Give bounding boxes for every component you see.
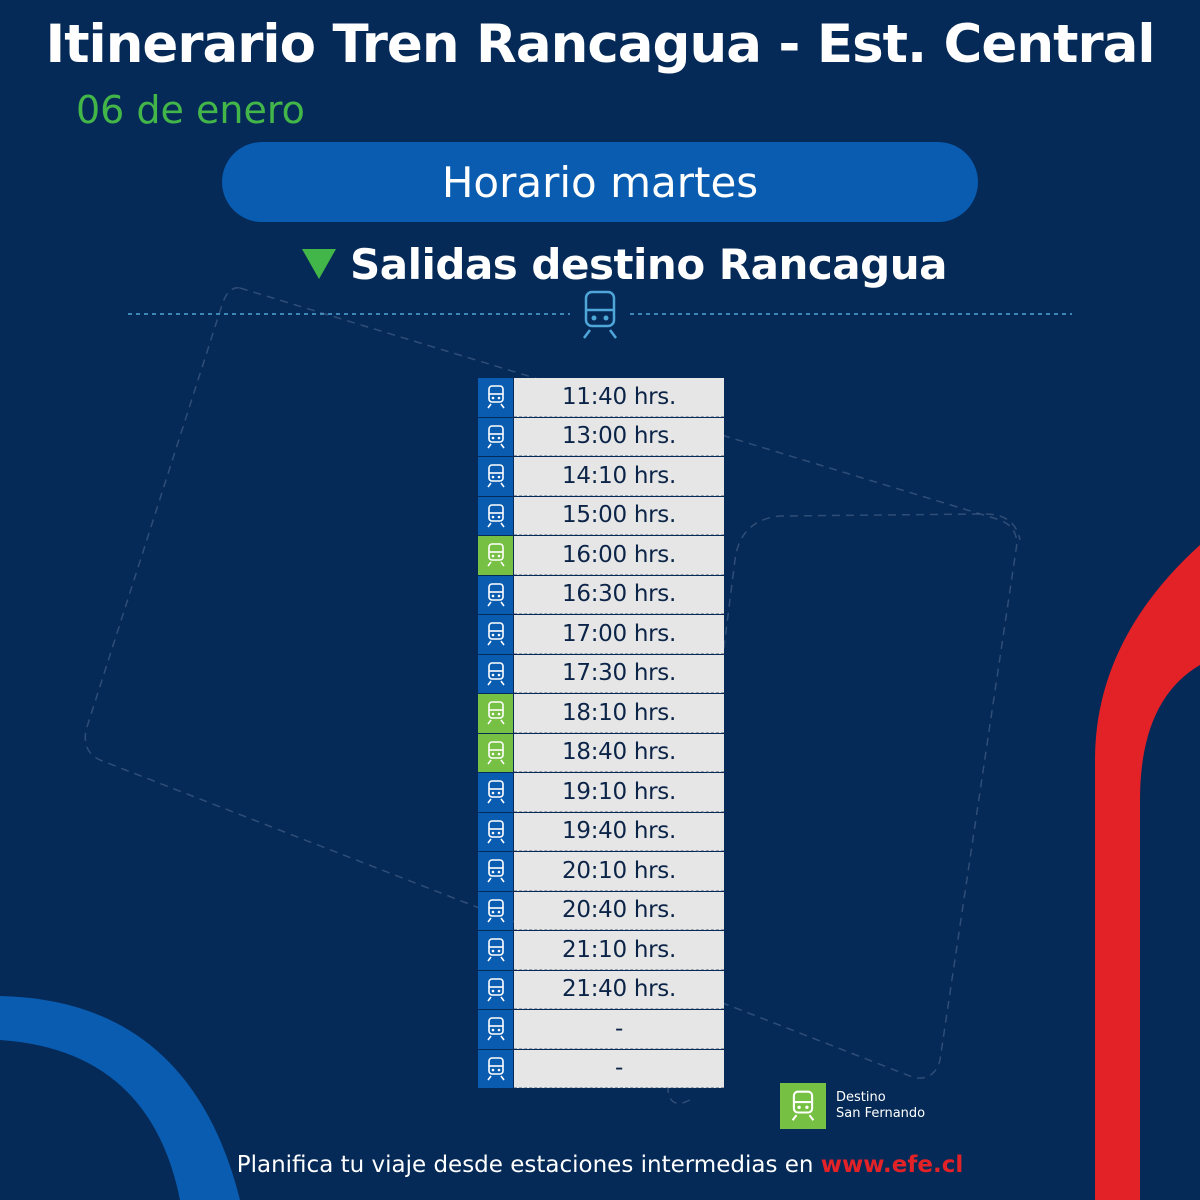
table-row: 19:10 hrs. [478, 773, 724, 812]
schedule-day-banner: Horario martes [222, 142, 978, 222]
train-icon [478, 536, 513, 575]
train-icon [478, 694, 513, 733]
table-row: 21:10 hrs. [478, 931, 724, 970]
footer: Planifica tu viaje desde estaciones inte… [0, 1152, 1200, 1178]
blue-arc [0, 996, 240, 1200]
departures-table: 11:40 hrs. 13:00 hrs. 14:10 hrs. 15:00 hrs.… [478, 378, 724, 1089]
table-row: - [478, 1010, 724, 1049]
train-icon [478, 457, 513, 496]
departure-time: 18:40 hrs. [514, 733, 724, 772]
train-icon [478, 812, 513, 851]
train-icon [478, 417, 513, 456]
train-icon [478, 852, 513, 891]
table-row: 19:40 hrs. [478, 812, 724, 851]
legend-line-1: Destino [836, 1090, 886, 1105]
departure-time: 20:10 hrs. [514, 852, 724, 891]
departure-time: 19:40 hrs. [514, 812, 724, 851]
legend-train-icon [780, 1083, 826, 1129]
train-icon [478, 970, 513, 1009]
departure-time: 20:40 hrs. [514, 891, 724, 930]
table-row: 16:30 hrs. [478, 575, 724, 614]
table-row: 21:40 hrs. [478, 970, 724, 1009]
page-title: Itinerario Tren Rancagua - Est. Central [45, 14, 1155, 75]
legend-text: Destino San Fernando [836, 1090, 925, 1122]
dashed-shape-right [667, 513, 1021, 1105]
train-icon [478, 1049, 513, 1088]
departure-time: 17:30 hrs. [514, 654, 724, 693]
departure-time: 13:00 hrs. [514, 417, 724, 456]
table-row: 16:00 hrs. [478, 536, 724, 575]
table-row: 17:00 hrs. [478, 615, 724, 654]
train-icon [583, 290, 617, 339]
departure-time: - [514, 1049, 724, 1088]
dashed-shape-left [84, 287, 1018, 1079]
departure-time: 21:40 hrs. [514, 970, 724, 1009]
table-row: 11:40 hrs. [478, 378, 724, 417]
triangle-down-icon [302, 249, 336, 279]
table-row: 17:30 hrs. [478, 654, 724, 693]
train-icon [478, 891, 513, 930]
departure-time: 11:40 hrs. [514, 378, 724, 417]
train-icon [478, 1010, 513, 1049]
departure-time: 16:00 hrs. [514, 536, 724, 575]
train-icon [478, 931, 513, 970]
train-icon [478, 496, 513, 535]
train-icon [478, 773, 513, 812]
legend: Destino San Fernando [780, 1083, 925, 1129]
table-row: 14:10 hrs. [478, 457, 724, 496]
train-icon [478, 733, 513, 772]
direction-heading: Salidas destino Rancagua [302, 236, 947, 292]
table-row: 13:00 hrs. [478, 417, 724, 456]
departure-time: - [514, 1010, 724, 1049]
footer-text: Planifica tu viaje desde estaciones inte… [236, 1152, 821, 1178]
train-icon [478, 615, 513, 654]
departure-time: 14:10 hrs. [514, 457, 724, 496]
train-icon [478, 378, 513, 417]
table-row: 18:40 hrs. [478, 733, 724, 772]
date-label: 06 de enero [76, 88, 305, 132]
train-icon [478, 654, 513, 693]
table-row: 20:40 hrs. [478, 891, 724, 930]
table-row: 18:10 hrs. [478, 694, 724, 733]
table-row: - [478, 1049, 724, 1088]
red-curve [1095, 545, 1200, 1200]
departure-time: 15:00 hrs. [514, 496, 724, 535]
train-icon [478, 575, 513, 614]
legend-line-2: San Fernando [836, 1106, 926, 1121]
departure-time: 16:30 hrs. [514, 575, 724, 614]
departure-time: 19:10 hrs. [514, 773, 724, 812]
table-row: 20:10 hrs. [478, 852, 724, 891]
schedule-day-label: Horario martes [441, 157, 759, 207]
direction-label: Salidas destino Rancagua [350, 239, 947, 289]
departure-time: 18:10 hrs. [514, 694, 724, 733]
departure-time: 21:10 hrs. [514, 931, 724, 970]
departure-time: 17:00 hrs. [514, 615, 724, 654]
table-row: 15:00 hrs. [478, 496, 724, 535]
footer-link[interactable]: www.efe.cl [820, 1152, 964, 1178]
